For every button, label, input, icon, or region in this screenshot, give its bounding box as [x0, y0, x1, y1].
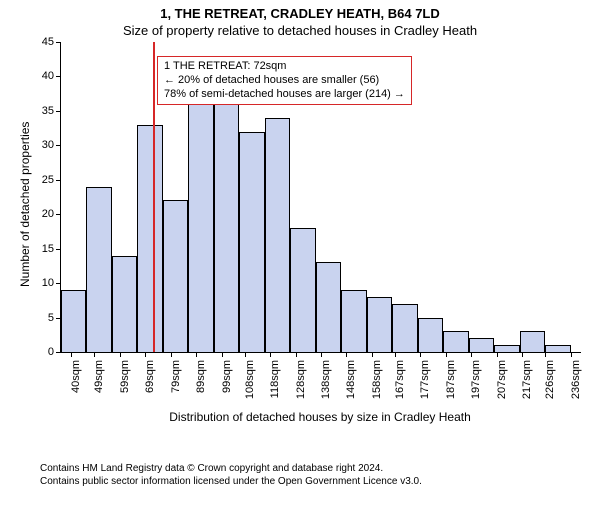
x-tick: [321, 352, 322, 357]
page-title: 1, THE RETREAT, CRADLEY HEATH, B64 7LD: [0, 6, 600, 21]
y-tick: [56, 111, 61, 112]
y-tick: [56, 145, 61, 146]
y-tick-label: 45: [30, 36, 54, 48]
x-tick: [571, 352, 572, 357]
y-tick: [56, 283, 61, 284]
x-tick-label: 89sqm: [195, 360, 207, 410]
histogram-bar: [545, 345, 570, 352]
histogram-bar: [494, 345, 519, 352]
x-tick: [372, 352, 373, 357]
x-tick: [395, 352, 396, 357]
plot-area: 1 THE RETREAT: 72sqm← 20% of detached ho…: [60, 42, 581, 353]
histogram-bar: [316, 262, 341, 352]
histogram-bar: [188, 97, 213, 352]
x-tick-label: 108sqm: [244, 360, 256, 410]
attribution-footer: Contains HM Land Registry data © Crown c…: [40, 462, 580, 488]
y-tick: [56, 42, 61, 43]
x-tick-label: 49sqm: [93, 360, 105, 410]
x-tick: [471, 352, 472, 357]
annotation-box: 1 THE RETREAT: 72sqm← 20% of detached ho…: [157, 56, 412, 105]
histogram-chart: Number of detached properties 1 THE RETR…: [0, 38, 600, 448]
y-tick-label: 25: [30, 174, 54, 186]
x-tick: [270, 352, 271, 357]
histogram-bar: [341, 290, 366, 352]
x-tick-label: 59sqm: [119, 360, 131, 410]
x-tick: [145, 352, 146, 357]
histogram-bar: [86, 187, 111, 352]
histogram-bar: [367, 297, 392, 352]
histogram-bar: [520, 331, 545, 352]
x-tick: [245, 352, 246, 357]
histogram-bar: [239, 132, 264, 352]
page-subtitle: Size of property relative to detached ho…: [0, 23, 600, 38]
y-tick-label: 5: [30, 312, 54, 324]
x-tick-label: 138sqm: [320, 360, 332, 410]
y-tick-label: 20: [30, 208, 54, 220]
y-tick: [56, 180, 61, 181]
x-tick: [545, 352, 546, 357]
histogram-bar: [214, 104, 239, 352]
histogram-bar: [443, 331, 468, 352]
x-tick: [420, 352, 421, 357]
histogram-bar: [265, 118, 290, 352]
annotation-line: ← 20% of detached houses are smaller (56…: [164, 74, 405, 88]
histogram-bar: [418, 318, 443, 352]
x-tick-label: 207sqm: [496, 360, 508, 410]
histogram-bar: [61, 290, 86, 352]
x-tick: [497, 352, 498, 357]
x-tick-label: 187sqm: [445, 360, 457, 410]
footer-line: Contains public sector information licen…: [40, 475, 580, 488]
x-tick-label: 69sqm: [144, 360, 156, 410]
y-tick-label: 15: [30, 243, 54, 255]
x-tick-label: 148sqm: [345, 360, 357, 410]
x-tick: [196, 352, 197, 357]
x-tick-label: 177sqm: [419, 360, 431, 410]
histogram-bar: [290, 228, 315, 352]
x-tick-label: 197sqm: [470, 360, 482, 410]
x-tick-label: 217sqm: [521, 360, 533, 410]
histogram-bar: [112, 256, 137, 352]
x-tick-label: 167sqm: [394, 360, 406, 410]
x-axis-label: Distribution of detached houses by size …: [60, 410, 580, 424]
x-tick: [171, 352, 172, 357]
y-tick: [56, 76, 61, 77]
histogram-bar: [392, 304, 417, 352]
y-tick-label: 0: [30, 346, 54, 358]
y-tick: [56, 249, 61, 250]
histogram-bar: [137, 125, 162, 352]
x-tick-label: 158sqm: [371, 360, 383, 410]
x-tick: [94, 352, 95, 357]
footer-line: Contains HM Land Registry data © Crown c…: [40, 462, 580, 475]
x-tick-label: 99sqm: [221, 360, 233, 410]
x-tick-label: 226sqm: [544, 360, 556, 410]
x-tick: [296, 352, 297, 357]
annotation-line: 78% of semi-detached houses are larger (…: [164, 88, 405, 102]
y-tick-label: 30: [30, 139, 54, 151]
x-tick-label: 118sqm: [269, 360, 281, 410]
x-tick: [71, 352, 72, 357]
y-tick-label: 35: [30, 105, 54, 117]
x-tick: [222, 352, 223, 357]
y-tick: [56, 214, 61, 215]
y-tick: [56, 352, 61, 353]
histogram-bar: [163, 200, 188, 352]
x-tick: [446, 352, 447, 357]
y-tick-label: 40: [30, 70, 54, 82]
reference-line: [153, 42, 155, 352]
y-tick-label: 10: [30, 277, 54, 289]
x-tick: [346, 352, 347, 357]
annotation-line: 1 THE RETREAT: 72sqm: [164, 60, 405, 74]
histogram-bar: [469, 338, 494, 352]
x-tick-label: 236sqm: [570, 360, 582, 410]
x-tick: [522, 352, 523, 357]
x-tick-label: 128sqm: [295, 360, 307, 410]
x-tick-label: 40sqm: [70, 360, 82, 410]
x-tick: [120, 352, 121, 357]
x-tick-label: 79sqm: [170, 360, 182, 410]
